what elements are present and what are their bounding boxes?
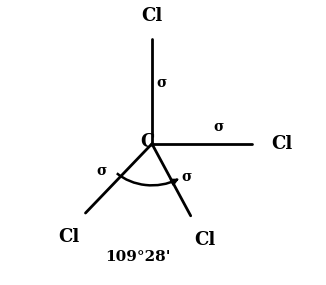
Text: 109°28': 109°28' bbox=[105, 251, 171, 264]
Text: Cl: Cl bbox=[194, 231, 215, 249]
Text: σ: σ bbox=[213, 120, 224, 134]
Text: Cl: Cl bbox=[58, 228, 80, 246]
Text: Cl: Cl bbox=[141, 7, 163, 25]
Text: σ: σ bbox=[156, 76, 166, 90]
Text: Cl: Cl bbox=[271, 135, 292, 153]
Text: σ: σ bbox=[181, 170, 191, 184]
Text: σ: σ bbox=[96, 164, 106, 178]
Text: C: C bbox=[141, 133, 155, 151]
